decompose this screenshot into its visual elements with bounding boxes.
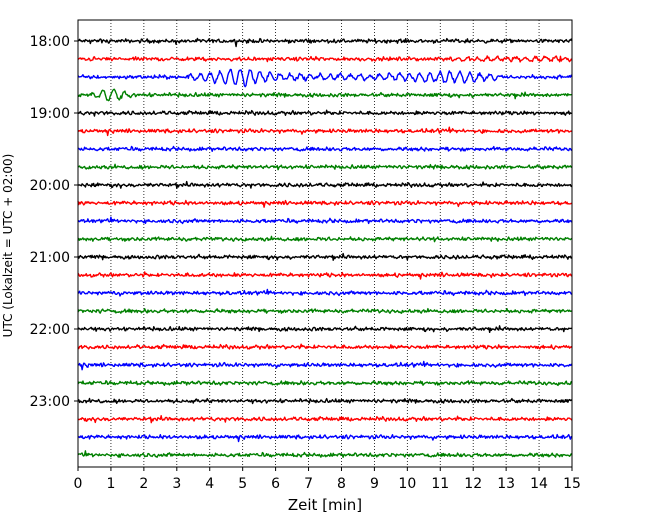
x-tick-label: 2 — [139, 476, 148, 492]
y-axis-title: UTC (Lokalzeit = UTC + 02:00) — [1, 154, 15, 338]
trace-1900 — [77, 109, 572, 117]
trace-2015 — [77, 199, 573, 208]
trace-2130 — [77, 288, 573, 297]
x-tick-label: 12 — [464, 476, 482, 492]
trace-2145 — [77, 307, 573, 314]
x-tick-label: 6 — [271, 476, 280, 492]
y-tick-label: 21:00 — [30, 250, 70, 266]
trace-2030 — [77, 216, 573, 225]
trace-2045 — [77, 235, 573, 243]
trace-2230 — [77, 360, 573, 371]
trace-2245 — [77, 380, 573, 387]
y-tick-label: 18:00 — [30, 34, 70, 50]
x-tick-label: 8 — [337, 476, 346, 492]
trace-2315 — [77, 415, 573, 424]
traces — [77, 37, 573, 459]
trace-1815 — [77, 55, 573, 63]
x-tick-label: 1 — [106, 476, 115, 492]
trace-2215 — [77, 343, 573, 350]
x-axis-ticks: 0 1 2 3 4 5 6 7 8 9 10 11 12 13 14 15 — [74, 467, 581, 492]
x-tick-label: 10 — [398, 476, 416, 492]
trace-1845 — [77, 88, 573, 102]
y-tick-label: 19:00 — [30, 106, 70, 122]
x-tick-label: 15 — [563, 476, 581, 492]
trace-2115 — [77, 271, 573, 280]
x-tick-label: 14 — [530, 476, 548, 492]
y-tick-label: 22:00 — [30, 322, 70, 338]
x-tick-label: 3 — [172, 476, 181, 492]
trace-1915 — [77, 126, 573, 137]
x-tick-label: 7 — [304, 476, 313, 492]
trace-2300 — [77, 397, 573, 405]
y-tick-label: 23:00 — [30, 394, 70, 410]
y-axis-ticks: 18:00 19:00 20:00 21:00 22:00 23:00 — [30, 34, 78, 410]
trace-1830 — [77, 68, 573, 88]
vertical-grid — [110, 20, 540, 467]
x-tick-label: 9 — [370, 476, 379, 492]
trace-1945 — [77, 163, 573, 171]
trace-1800 — [77, 37, 573, 48]
trace-2345 — [77, 450, 573, 459]
x-tick-label: 5 — [238, 476, 247, 492]
trace-2000 — [77, 180, 573, 190]
y-tick-label: 20:00 — [30, 178, 70, 194]
x-tick-label: 0 — [74, 476, 83, 492]
x-tick-label: 11 — [431, 476, 449, 492]
trace-1930 — [77, 145, 573, 153]
plot-frame — [77, 19, 573, 468]
trace-2200 — [77, 325, 573, 334]
trace-2100 — [77, 252, 573, 261]
x-axis-title: Zeit [min] — [288, 496, 362, 514]
trace-2330 — [77, 433, 573, 443]
x-tick-label: 4 — [205, 476, 214, 492]
x-tick-label: 13 — [497, 476, 515, 492]
